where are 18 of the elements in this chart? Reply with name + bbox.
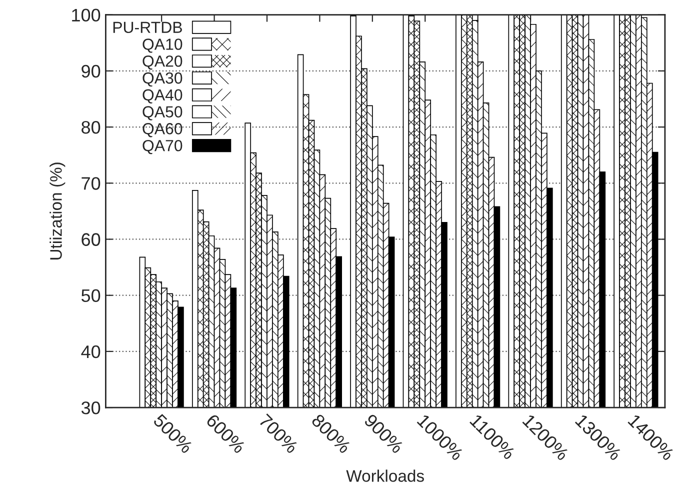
legend-label: QA20 [142,55,182,70]
legend-label: QA30 [142,72,182,87]
x-axis-title: Workloads [346,470,424,482]
y-tick-label: 90 [82,64,100,78]
y-tick-label: 40 [81,345,100,358]
legend-label: PU-RTDB [113,22,182,34]
y-axis-title: Utiization (%) [50,162,66,260]
y-tick-label: 50 [81,289,100,302]
y-tick-label: 70 [82,177,100,190]
y-tick-label: 30 [81,401,100,414]
legend-label: QA50 [142,106,182,120]
legend-label: QA10 [142,38,182,53]
legend-label: QA40 [142,89,182,104]
y-tick-label: 60 [82,233,100,246]
y-tick-label: 80 [82,120,100,134]
legend-label: QA70 [142,140,182,154]
legend-label: QA60 [142,123,182,138]
y-tick-label: 100 [72,8,100,22]
